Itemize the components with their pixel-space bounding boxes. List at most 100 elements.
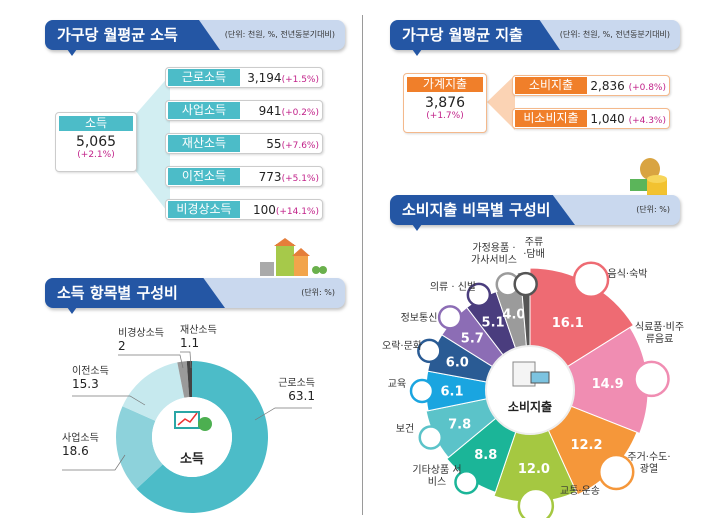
leader-line [180,351,192,369]
category-icon [409,378,435,404]
expense-connector [487,75,515,130]
item-label: 재산소득 [168,135,240,152]
item-change: (+4.3%) [628,115,666,126]
category-icon [454,469,479,495]
income-donut-chart [62,351,312,513]
consumption-title: 소비지출 비목별 구성비 [390,195,575,225]
leader-line [62,454,126,471]
category-icon [437,305,463,330]
donut-hole [152,397,232,477]
income-title: 가구당 월평균 소득 [45,20,220,50]
income-item: 재산소득 55(+7.6%) [165,133,323,154]
donut-slice-비경상소득 [177,361,190,398]
item-label: 비경상소득 [168,201,240,218]
consumption-unit: (단위: %) [636,205,670,214]
category-icon [466,282,492,308]
consumption-center-label: 소비지출 [507,400,553,414]
income-item: 사업소득 941(+0.2%) [165,100,323,121]
value-label: 12.2 [570,438,602,453]
donut-label-사업소득: 사업소득 18.6 [62,433,99,458]
income-total-change: (+2.1%) [77,150,115,160]
income-item: 이전소득 773(+5.1%) [165,166,323,187]
category-icon [572,261,610,299]
leader-line [254,407,312,421]
houses-icon [260,238,327,276]
donut-label-근로소득: 근로소득 63.1 [278,378,315,403]
receipt-icon [512,361,550,387]
expense-title: 가구당 월평균 지출 [390,20,560,50]
item-change: (+1.5%) [281,74,319,85]
category-icon [633,360,670,398]
cat-label: 교통·운송 [560,486,600,497]
income-total-value: 5,065 [75,134,117,150]
donut-slice-재산소득 [186,361,192,398]
item-change: (+0.8%) [628,82,666,93]
consumption-pie-chart: 16.114.912.212.08.87.86.16.05.75.14.01.3 [409,261,670,518]
item-label: 사업소득 [168,102,240,119]
income-total-box: 소득 5,065 (+2.1%) [55,112,137,172]
category-icon [517,487,555,518]
cat-label: 식료품·비주류음료 [634,322,685,345]
cat-label: 주거·수도·광열 [627,452,671,475]
income-total-label: 소득 [59,116,133,131]
donut-slice-사업소득 [116,406,163,489]
divider [362,15,363,515]
money-icon [630,158,667,199]
value-label: 16.1 [552,316,584,331]
item-change: (+5.1%) [281,173,319,184]
income-donut-center-label: 소득 [180,452,204,467]
donut-label-이전소득: 이전소득 15.3 [72,366,109,391]
income-composition-header: 소득 항목별 구성비 (단위: %) [45,278,345,314]
expense-total-label: 가계지출 [407,77,483,92]
cat-label: 정보통신 [400,313,438,324]
income-item: 비경상소득 100(+14.1%) [165,199,323,220]
income-header: 가구당 월평균 소득 (단위: 천원, %, 전년동분기대비) [45,20,345,56]
item-value: 3,194 [247,70,282,85]
leader-line [72,395,146,406]
expense-total-box: 가계지출 3,876 (+1.7%) [403,73,487,133]
expense-header: 가구당 월평균 지출 (단위: 천원, %, 전년동분기대비) [390,20,680,56]
expense-total-change: (+1.7%) [426,111,464,121]
value-label: 8.8 [474,448,497,463]
item-value: 2,836 [590,78,625,93]
consumption-header: 소비지출 비목별 구성비 (단위: %) [390,195,680,231]
item-label: 비소비지출 [515,110,587,127]
value-label: 6.1 [440,385,463,400]
donut-slice-이전소득 [122,362,185,421]
income-connector [135,75,170,215]
donut-label-재산소득: 재산소득 1.1 [180,325,217,350]
expense-item: 비소비지출 1,040 (+4.3%) [512,108,670,129]
item-change: (+14.1%) [275,206,319,217]
income-center-icon [174,411,212,431]
cat-label: 의류 · 신발 [429,282,477,293]
item-value: 773 [258,169,282,184]
item-label: 소비지출 [515,77,587,94]
cat-label: 교육 [387,379,407,390]
category-icon [417,338,442,364]
income-composition-title: 소득 항목별 구성비 [45,278,225,308]
value-label: 12.0 [518,462,550,477]
income-items: 근로소득 3,194(+1.5%) 사업소득 941(+0.2%) 재산소득 55(+… [165,67,323,220]
value-label: 4.0 [502,308,525,323]
income-unit: (단위: 천원, %, 전년동분기대비) [224,30,335,39]
expense-items: 소비지출 2,836 (+0.8%) 비소비지출 1,040 (+4.3%) [512,75,670,129]
cat-label: 보건 [395,424,415,435]
pie-hole [485,345,575,435]
cat-label: 주류 ·담배 [523,237,545,260]
cat-label: 음식·숙박 [607,269,648,280]
item-value: 1,040 [590,111,625,126]
item-change: (+0.2%) [281,107,319,118]
category-icon [418,425,444,450]
expense-total-value: 3,876 [424,95,466,111]
item-change: (+7.6%) [281,140,319,151]
income-composition-unit: (단위: %) [301,288,335,297]
category-icon [513,271,538,297]
item-value: 941 [258,103,282,118]
category-icon [597,453,635,491]
value-label: 7.8 [448,418,471,433]
item-value: 55 [266,136,282,151]
cat-label: 가정용품 · 가사서비스 [471,243,517,266]
item-value: 100 [252,202,276,217]
income-item: 근로소득 3,194(+1.5%) [165,67,323,88]
cat-label: 오락·문화 [382,341,422,352]
